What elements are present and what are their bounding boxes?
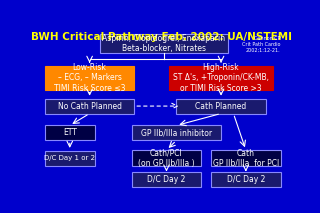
Text: Low-Risk
– ECG, – Markers
TIMI Risk Score ≤3: Low-Risk – ECG, – Markers TIMI Risk Scor… — [54, 63, 125, 93]
Text: ETT: ETT — [63, 128, 77, 137]
Text: BWH Critical Pathway Feb. 2002: UA/NSTEMI: BWH Critical Pathway Feb. 2002: UA/NSTEM… — [31, 32, 292, 42]
Text: Cath
GP IIb/IIIa  for PCI: Cath GP IIb/IIIa for PCI — [213, 148, 279, 168]
Text: GP IIb/IIIa inhibitor: GP IIb/IIIa inhibitor — [141, 128, 212, 137]
Text: Cath Planned: Cath Planned — [196, 102, 247, 111]
FancyBboxPatch shape — [100, 34, 228, 53]
Text: Aspirin, Clopidogrel, Enoxaparin
Beta-blocker, Nitrates: Aspirin, Clopidogrel, Enoxaparin Beta-bl… — [102, 34, 226, 53]
FancyBboxPatch shape — [211, 172, 281, 187]
FancyBboxPatch shape — [132, 172, 201, 187]
Text: No Cath Planned: No Cath Planned — [58, 102, 122, 111]
FancyBboxPatch shape — [132, 150, 201, 167]
FancyBboxPatch shape — [211, 150, 281, 167]
Text: D/C Day 2: D/C Day 2 — [227, 175, 265, 184]
FancyBboxPatch shape — [176, 99, 266, 114]
FancyBboxPatch shape — [45, 66, 134, 90]
FancyBboxPatch shape — [132, 125, 221, 140]
Text: Cannon CP
Crit Path Cardio
2002;1:12-21.: Cannon CP Crit Path Cardio 2002;1:12-21. — [242, 36, 281, 53]
Text: D/C Day 2: D/C Day 2 — [147, 175, 186, 184]
FancyBboxPatch shape — [169, 66, 273, 90]
Text: Cath/PCI
(on GP IIb/IIIa ): Cath/PCI (on GP IIb/IIIa ) — [138, 148, 195, 168]
FancyBboxPatch shape — [45, 125, 95, 140]
FancyBboxPatch shape — [45, 99, 134, 114]
Text: High-Risk
ST Δ's, +Troponin/CK-MB,
or TIMI Risk Score >3: High-Risk ST Δ's, +Troponin/CK-MB, or TI… — [173, 63, 269, 93]
FancyBboxPatch shape — [45, 151, 95, 166]
Text: D/C Day 1 or 2: D/C Day 1 or 2 — [44, 155, 95, 161]
